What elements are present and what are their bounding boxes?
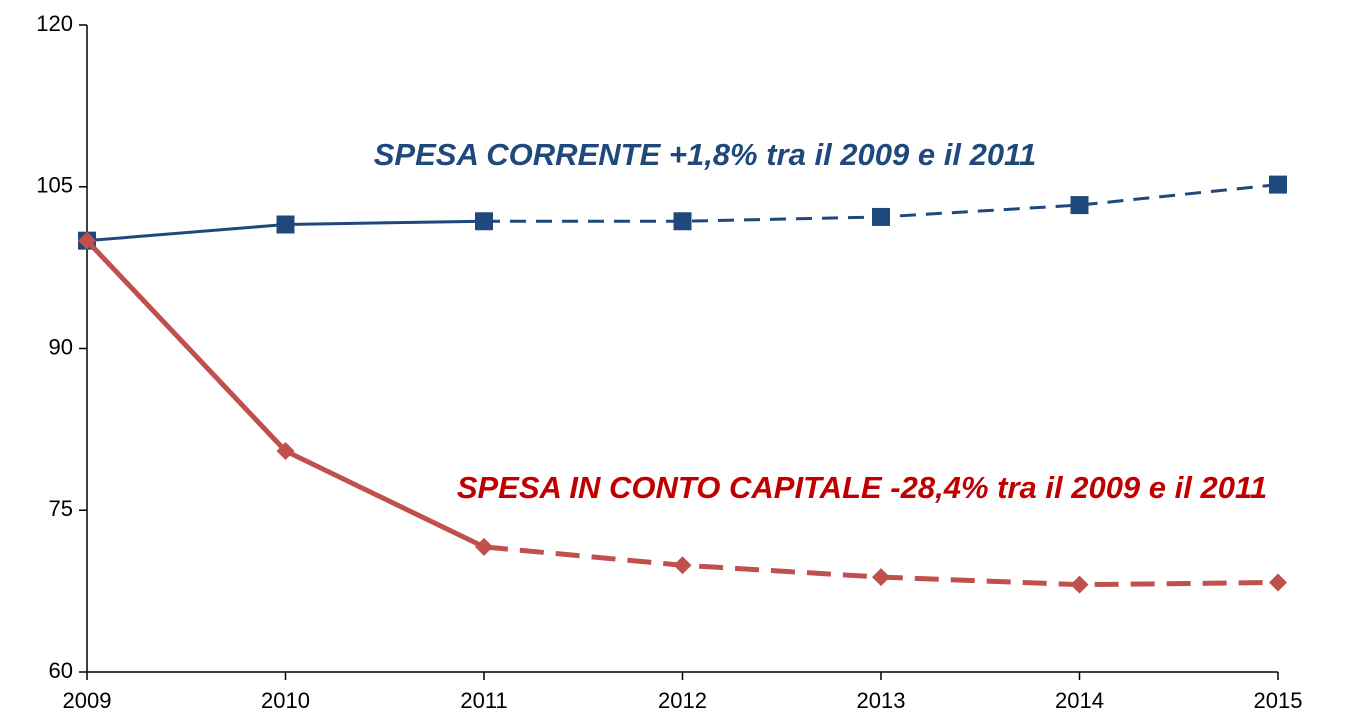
annotation: SPESA IN CONTO CAPITALE -28,4% tra il 20… <box>457 470 1267 505</box>
x-tick-label: 2014 <box>1055 688 1104 713</box>
marker <box>1269 175 1287 194</box>
marker <box>1070 575 1089 594</box>
marker <box>276 441 295 460</box>
marker <box>673 556 692 575</box>
marker <box>1269 573 1287 592</box>
x-tick-label: 2010 <box>261 688 310 713</box>
marker <box>673 212 692 231</box>
x-tick-label: 2015 <box>1254 688 1303 713</box>
y-tick-label: 105 <box>36 173 73 198</box>
marker <box>78 231 96 250</box>
y-tick-label: 90 <box>49 334 73 359</box>
marker <box>475 537 493 556</box>
marker <box>872 207 890 226</box>
x-tick-label: 2011 <box>460 688 507 713</box>
marker <box>1070 196 1089 215</box>
marker <box>276 215 295 234</box>
y-tick-label: 75 <box>49 496 73 521</box>
y-tick-label: 120 <box>36 11 73 36</box>
x-tick-label: 2012 <box>658 688 707 713</box>
x-tick-label: 2009 <box>63 688 112 713</box>
annotation: SPESA CORRENTE +1,8% tra il 2009 e il 20… <box>374 137 1037 172</box>
marker <box>872 568 890 587</box>
x-tick-label: 2013 <box>857 688 906 713</box>
y-tick-label: 60 <box>49 658 73 683</box>
line <box>85 238 486 550</box>
marker <box>475 212 493 231</box>
